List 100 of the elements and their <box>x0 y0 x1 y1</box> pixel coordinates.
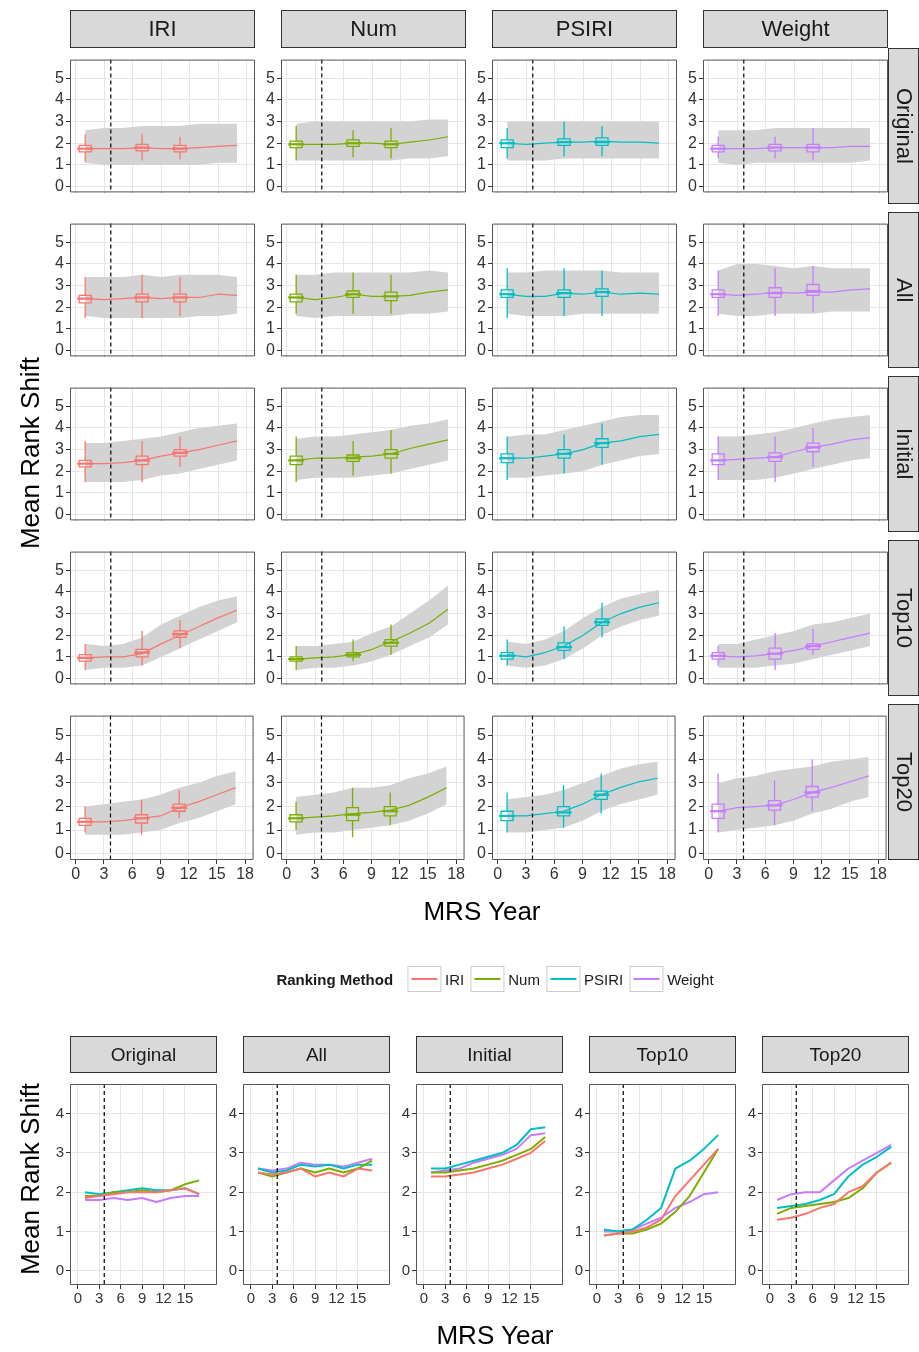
legend-label: IRI <box>445 970 465 988</box>
y-tick-label: 3 <box>688 111 698 129</box>
x-axis-title: MRS Year <box>423 896 541 927</box>
y-tick-label: 0 <box>401 1260 410 1278</box>
y-tick-label: 3 <box>55 439 65 457</box>
x-tick-label: 3 <box>310 865 320 883</box>
y-tick-label: 4 <box>55 418 65 436</box>
x-tick-label: 18 <box>658 865 677 883</box>
y-tick-label: 2 <box>266 461 276 479</box>
y-tick-label: 3 <box>688 275 698 293</box>
y-tick-label: 1 <box>55 155 65 173</box>
y-tick-label: 3 <box>477 773 487 791</box>
x-tick-label: 15 <box>629 865 648 883</box>
x-tick-label: 15 <box>176 1289 194 1307</box>
y-tick-label: 0 <box>688 668 698 686</box>
y-tick-label: 4 <box>55 254 65 272</box>
y-tick-label: 1 <box>688 155 698 173</box>
y-tick-label: 2 <box>477 796 487 814</box>
x-tick-label: 9 <box>788 865 798 883</box>
y-tick-label: 0 <box>266 504 276 522</box>
y-tick-label: 0 <box>688 504 698 522</box>
text: All <box>888 212 919 368</box>
y-tick-label: 1 <box>401 1221 410 1239</box>
y-tick-label: 5 <box>55 68 65 86</box>
y-tick-label: 3 <box>688 773 698 791</box>
y-tick-label: 4 <box>266 254 276 272</box>
x-tick-label: 0 <box>73 1289 83 1307</box>
y-tick-label: 4 <box>574 1103 583 1121</box>
y-tick-label: 0 <box>477 504 487 522</box>
y-tick-label: 1 <box>477 155 487 173</box>
y-tick-label: 5 <box>477 232 487 250</box>
y-tick-label: 0 <box>55 844 65 862</box>
y-tick-label: 3 <box>477 275 487 293</box>
x-tick-label: 18 <box>447 865 466 883</box>
y-tick-label: 2 <box>55 1182 64 1200</box>
x-tick-label: 12 <box>812 865 831 883</box>
x-tick-label: 6 <box>549 865 559 883</box>
y-tick-label: 1 <box>55 319 65 337</box>
x-tick-label: 6 <box>760 865 770 883</box>
legend-label: PSIRI <box>583 970 624 988</box>
y-tick-label: 3 <box>55 275 65 293</box>
y-tick-label: 3 <box>747 1142 756 1160</box>
x-tick-label: 0 <box>765 1289 775 1307</box>
y-tick-label: 1 <box>688 647 698 665</box>
y-tick-label: 5 <box>266 396 276 414</box>
chart-title: Top20 <box>762 1036 909 1073</box>
y-tick-label: 1 <box>688 319 698 337</box>
y-tick-label: 0 <box>477 668 487 686</box>
y-tick-label: 2 <box>55 625 65 643</box>
text: Initial <box>888 376 919 532</box>
x-tick-label: 12 <box>847 1289 864 1307</box>
y-tick-label: 5 <box>266 560 276 578</box>
y-tick-label: 3 <box>55 111 65 129</box>
y-tick-label: 1 <box>574 1221 583 1239</box>
y-tick-label: 1 <box>266 647 276 665</box>
chart-title: Top10 <box>589 1036 736 1073</box>
x-tick-label: 9 <box>366 865 376 883</box>
y-tick-label: 3 <box>266 439 276 457</box>
y-tick-label: 2 <box>401 1182 410 1200</box>
y-tick-label: 2 <box>266 133 276 151</box>
y-tick-label: 2 <box>266 297 276 315</box>
y-tick-label: 4 <box>688 749 698 767</box>
y-tick-label: 3 <box>401 1142 410 1160</box>
y-tick-label: 2 <box>688 796 698 814</box>
chart-title: Original <box>70 1036 217 1073</box>
chart-title: PSIRI <box>492 10 677 48</box>
y-tick-label: 4 <box>55 1103 64 1121</box>
y-tick-label: 3 <box>688 603 698 621</box>
y-tick-label: 3 <box>55 773 65 791</box>
y-tick-label: 5 <box>688 68 698 86</box>
y-tick-label: 4 <box>477 254 487 272</box>
y-tick-label: 4 <box>688 90 698 108</box>
x-tick-label: 12 <box>674 1289 691 1307</box>
x-tick-label: 3 <box>99 865 109 883</box>
y-tick-label: 0 <box>688 176 698 194</box>
y-tick-label: 1 <box>477 820 487 838</box>
y-tick-label: 4 <box>477 90 487 108</box>
x-tick-label: 9 <box>577 865 587 883</box>
y-tick-label: 4 <box>266 582 276 600</box>
y-tick-label: 2 <box>266 625 276 643</box>
y-tick-label: 2 <box>55 796 65 814</box>
x-tick-label: 0 <box>419 1289 429 1307</box>
y-tick-label: 0 <box>477 176 487 194</box>
x-tick-label: 3 <box>732 865 742 883</box>
x-tick-label: 6 <box>808 1289 817 1307</box>
legend-label: Weight <box>667 970 714 988</box>
x-tick-label: 12 <box>501 1289 518 1307</box>
x-tick-label: 9 <box>829 1289 839 1307</box>
y-tick-label: 0 <box>55 1260 64 1278</box>
y-tick-label: 0 <box>55 504 65 522</box>
y-tick-label: 0 <box>477 340 487 358</box>
y-tick-label: 0 <box>266 340 276 358</box>
y-tick-label: 4 <box>55 90 65 108</box>
text: Top20 <box>888 704 919 860</box>
y-tick-label: 4 <box>266 749 276 767</box>
x-tick-label: 15 <box>868 1289 886 1307</box>
text: Top10 <box>888 540 919 696</box>
y-tick-label: 5 <box>477 560 487 578</box>
y-tick-label: 0 <box>477 844 487 862</box>
y-tick-label: 0 <box>574 1260 583 1278</box>
